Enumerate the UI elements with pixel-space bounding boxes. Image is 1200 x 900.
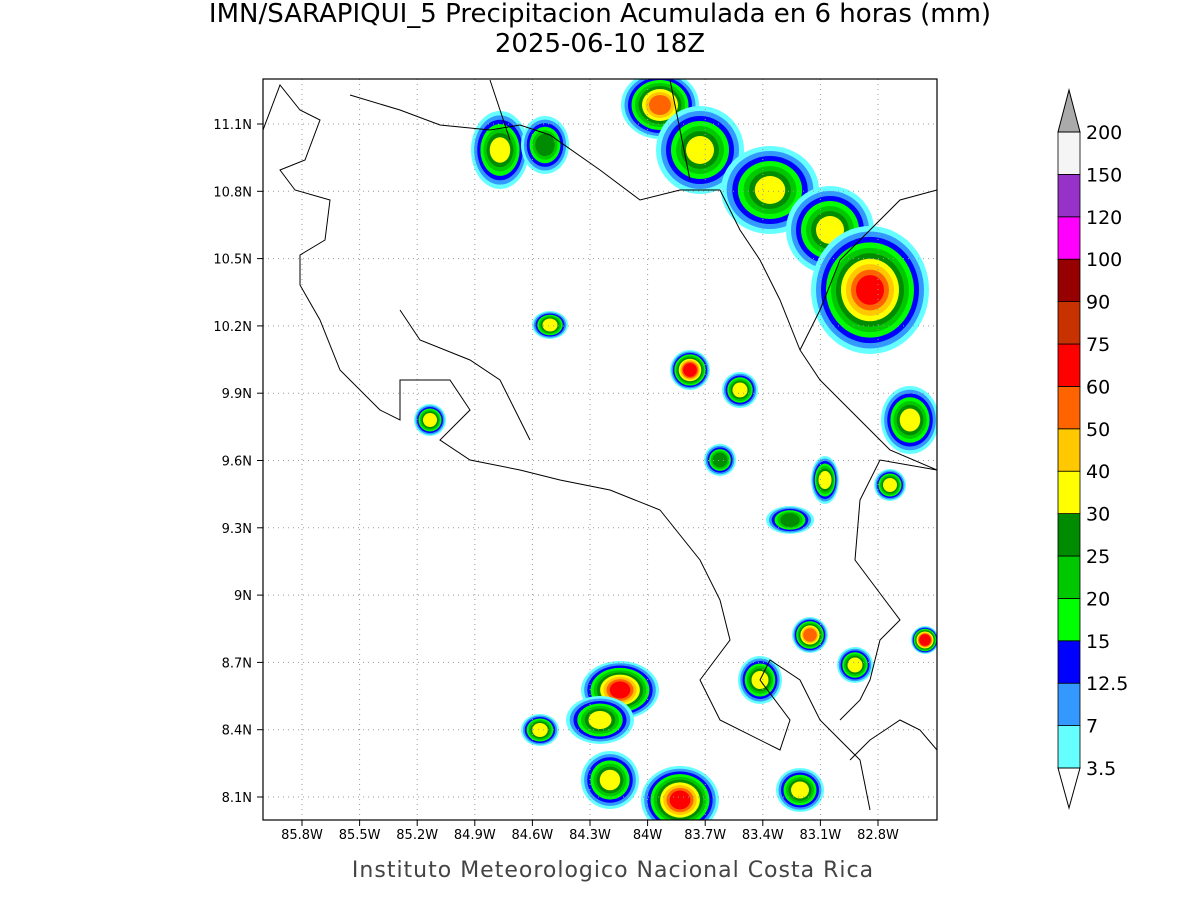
y-tick-label: 9.6N (222, 455, 252, 470)
precip-cell (532, 723, 548, 737)
colorbar-label: 50 (1086, 419, 1110, 441)
colorbar-box (1057, 385, 1081, 430)
precip-cell (669, 790, 691, 810)
y-tick-label: 9.9N (222, 387, 252, 402)
colorbar-label: 40 (1086, 461, 1110, 483)
colorbar-label: 120 (1086, 207, 1122, 229)
precip-cell (780, 513, 800, 527)
colorbar-label: 75 (1086, 334, 1110, 356)
colorbar-box (1057, 343, 1081, 387)
colorbar-label: 15 (1086, 631, 1110, 653)
precip-cell (686, 136, 714, 164)
x-tick-label: 83.1W (799, 828, 841, 843)
precip-cell (791, 781, 809, 799)
precip-cell (599, 769, 621, 791)
precip-field (414, 79, 937, 820)
precip-cell (919, 634, 931, 646)
colorbar-label: 7 (1086, 716, 1098, 738)
colorbar-over (1057, 88, 1081, 133)
footer: Instituto Meteorologico Nacional Costa R… (352, 858, 874, 883)
colorbar-box (1057, 301, 1081, 345)
y-tick-label: 10.2N (213, 320, 252, 335)
colorbar-box (1057, 682, 1081, 727)
colorbar-label: 3.5 (1086, 758, 1116, 780)
colorbar-label: 25 (1086, 546, 1110, 568)
colorbar-label: 100 (1086, 249, 1122, 271)
coastline (263, 79, 937, 811)
y-tick-label: 10.5N (213, 253, 252, 268)
colorbar-label: 20 (1086, 588, 1110, 610)
grid (263, 79, 937, 820)
precip-cell (649, 95, 671, 115)
precip-cell (847, 657, 863, 673)
y-tick-label: 8.7N (222, 656, 252, 671)
colorbar-box (1057, 470, 1081, 515)
x-tick-label: 84.9W (454, 828, 496, 843)
colorbar-box (1057, 598, 1081, 642)
colorbar-box (1057, 513, 1081, 557)
y-tick-label: 11.1N (213, 118, 252, 133)
x-tick-label: 84.3W (569, 828, 611, 843)
precip-cell (535, 133, 555, 157)
y-tick-label: 8.4N (222, 724, 252, 739)
x-tick-label: 84.6W (511, 828, 553, 843)
colorbar-label: 90 (1086, 292, 1110, 314)
precip-cell (609, 681, 631, 699)
precip-cell (489, 137, 511, 163)
x-tick-label: 83.7W (684, 828, 726, 843)
colorbar: 3.5 7 12.5 15 20 25 30 40 50 60 75 90 100 120 150 200 (1057, 88, 1128, 810)
colorbar-box (1057, 258, 1081, 303)
x-tick-label: 83.4W (742, 828, 784, 843)
map-frame (262, 78, 938, 821)
x-tick-label: 82.8W (857, 828, 899, 843)
y-tick-label: 8.1N (222, 791, 252, 806)
colorbar-label: 30 (1086, 504, 1110, 526)
map-area (263, 79, 937, 820)
axes: 85.8W 85.5W 85.2W 84.9W 84.6W 84.3W 84W 83.7W 83… (213, 118, 899, 843)
y-tick-label: 9.3N (222, 522, 252, 537)
precip-cell (732, 382, 748, 398)
precip-cell (883, 478, 897, 492)
subtitle: 2025-06-10 18Z (495, 29, 705, 59)
precip-cell (803, 628, 817, 642)
colorbar-box (1057, 640, 1081, 684)
colorbar-box (1057, 428, 1081, 472)
colorbar-label: 12.5 (1086, 673, 1128, 695)
y-tick-label: 9N (234, 589, 252, 604)
colorbar-box (1057, 555, 1081, 599)
colorbar-box (1057, 173, 1081, 218)
colorbar-box (1057, 131, 1081, 175)
x-tick-label: 85.2W (396, 828, 438, 843)
colorbar-label: 60 (1086, 376, 1110, 398)
colorbar-label: 150 (1086, 164, 1122, 186)
colorbar-box (1057, 725, 1081, 769)
x-tick-label: 84W (633, 828, 663, 843)
colorbar-box (1057, 216, 1081, 260)
precip-cell (542, 318, 558, 332)
precip-cell (856, 275, 884, 305)
precip-cell (712, 452, 728, 468)
title: IMN/SARAPIQUI_5 Precipitacion Acumulada … (209, 0, 991, 29)
precip-cell (423, 413, 437, 427)
y-tick-label: 10.8N (213, 185, 252, 200)
precip-cell (818, 471, 832, 489)
precip-cell (899, 408, 921, 432)
colorbar-under (1057, 767, 1081, 810)
x-tick-label: 85.8W (281, 828, 323, 843)
precip-cell (754, 176, 786, 204)
x-tick-label: 85.5W (339, 828, 381, 843)
precip-cell (588, 711, 612, 729)
colorbar-label: 200 (1086, 122, 1122, 144)
precip-cell (683, 363, 697, 377)
